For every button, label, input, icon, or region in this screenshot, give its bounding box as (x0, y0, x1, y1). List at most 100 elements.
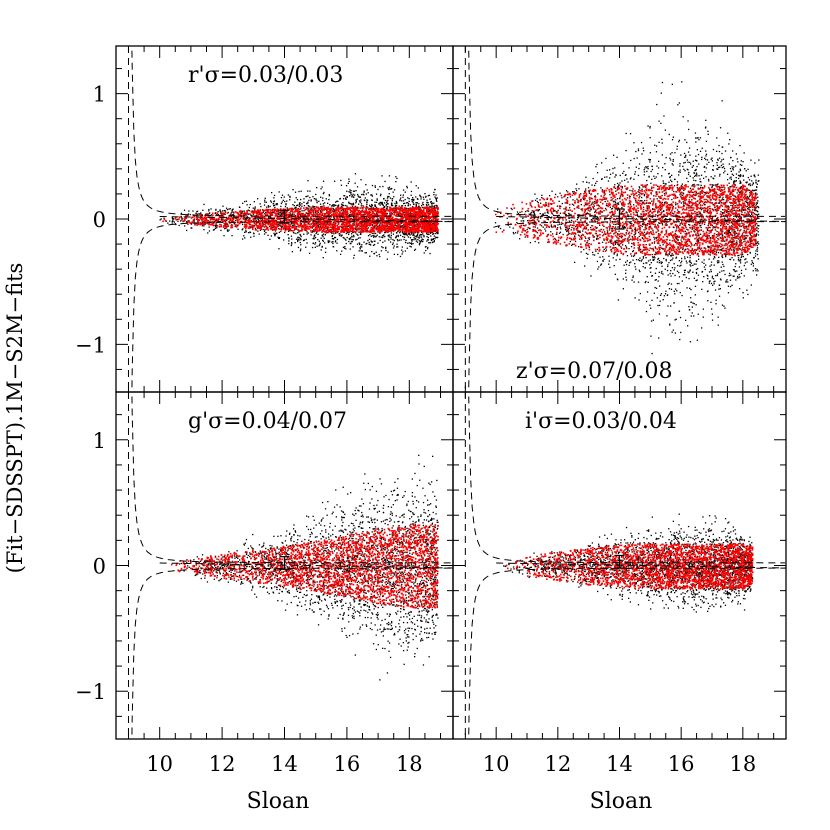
point (332, 204, 334, 206)
point (340, 210, 342, 212)
clipped-point (256, 222, 258, 224)
point (351, 204, 353, 206)
clipped-point (225, 218, 228, 221)
point (393, 196, 395, 198)
point (334, 236, 337, 239)
clipped-point (193, 215, 196, 218)
clipped-point (286, 210, 289, 213)
clipped-point (418, 229, 421, 232)
point (349, 195, 351, 197)
clipped-point (404, 222, 406, 224)
clipped-point (297, 220, 299, 222)
clipped-point (364, 210, 366, 212)
point (433, 233, 435, 235)
clipped-point (417, 215, 420, 218)
clipped-point (264, 209, 266, 212)
point (413, 237, 415, 239)
clipped-point (346, 218, 348, 220)
point (415, 185, 417, 187)
clipped-point (395, 217, 398, 220)
point (308, 252, 311, 254)
point (160, 218, 162, 220)
clipped-point (426, 211, 429, 213)
point (306, 202, 308, 205)
clipped-point (206, 220, 208, 222)
clipped-point (322, 217, 324, 219)
clipped-point (285, 212, 287, 214)
clipped-point (237, 213, 240, 215)
clipped-point (390, 224, 393, 226)
point (364, 197, 366, 199)
clipped-point (229, 217, 232, 220)
clipped-point (316, 226, 318, 228)
clipped-point (286, 228, 288, 231)
clipped-point (338, 226, 340, 229)
point (433, 235, 435, 237)
clipped-point (351, 229, 354, 232)
point (429, 198, 431, 200)
point (264, 213, 266, 215)
clipped-point (403, 213, 405, 215)
point (369, 205, 371, 208)
clipped-point (252, 225, 255, 228)
clipped-point (381, 218, 384, 220)
point (418, 206, 420, 208)
clipped-point (392, 216, 394, 219)
point (210, 221, 212, 223)
point (224, 228, 226, 230)
clipped-point (332, 213, 335, 215)
clipped-point (228, 218, 231, 220)
point (273, 205, 275, 207)
clipped-point (284, 213, 286, 215)
point (295, 238, 298, 240)
point (306, 231, 308, 233)
point (222, 218, 224, 220)
point (432, 238, 434, 240)
point (355, 227, 357, 229)
clipped-point (292, 230, 294, 232)
point (272, 226, 274, 228)
point (289, 228, 291, 230)
clipped-point (328, 208, 330, 210)
point (358, 216, 360, 218)
point (278, 212, 280, 214)
clipped-point (411, 212, 414, 215)
clipped-point (417, 229, 419, 231)
point (247, 209, 249, 211)
clipped-point (295, 208, 298, 211)
clipped-point (321, 231, 323, 233)
point (303, 219, 306, 221)
clipped-point (349, 209, 351, 211)
clipped-point (346, 214, 348, 217)
clipped-point (404, 230, 407, 232)
clipped-point (351, 207, 353, 209)
point (273, 232, 275, 234)
clipped-point (414, 227, 417, 230)
clipped-point (409, 217, 412, 219)
clipped-point (281, 227, 283, 230)
point (411, 199, 413, 201)
point (409, 204, 411, 206)
point (300, 190, 302, 192)
clipped-point (316, 230, 319, 232)
point (220, 218, 222, 220)
clipped-point (301, 216, 304, 219)
clipped-point (391, 221, 394, 224)
point (285, 228, 287, 231)
clipped-point (425, 217, 427, 219)
clipped-point (325, 217, 327, 220)
clipped-point (319, 219, 322, 221)
point (374, 205, 376, 207)
point (257, 230, 259, 232)
clipped-point (262, 220, 265, 222)
point (324, 242, 326, 244)
point (298, 239, 300, 241)
clipped-point (261, 215, 264, 217)
point (300, 248, 302, 250)
point (393, 224, 395, 226)
clipped-point (269, 212, 272, 214)
point (428, 211, 430, 213)
point (274, 206, 276, 209)
point (310, 199, 312, 201)
